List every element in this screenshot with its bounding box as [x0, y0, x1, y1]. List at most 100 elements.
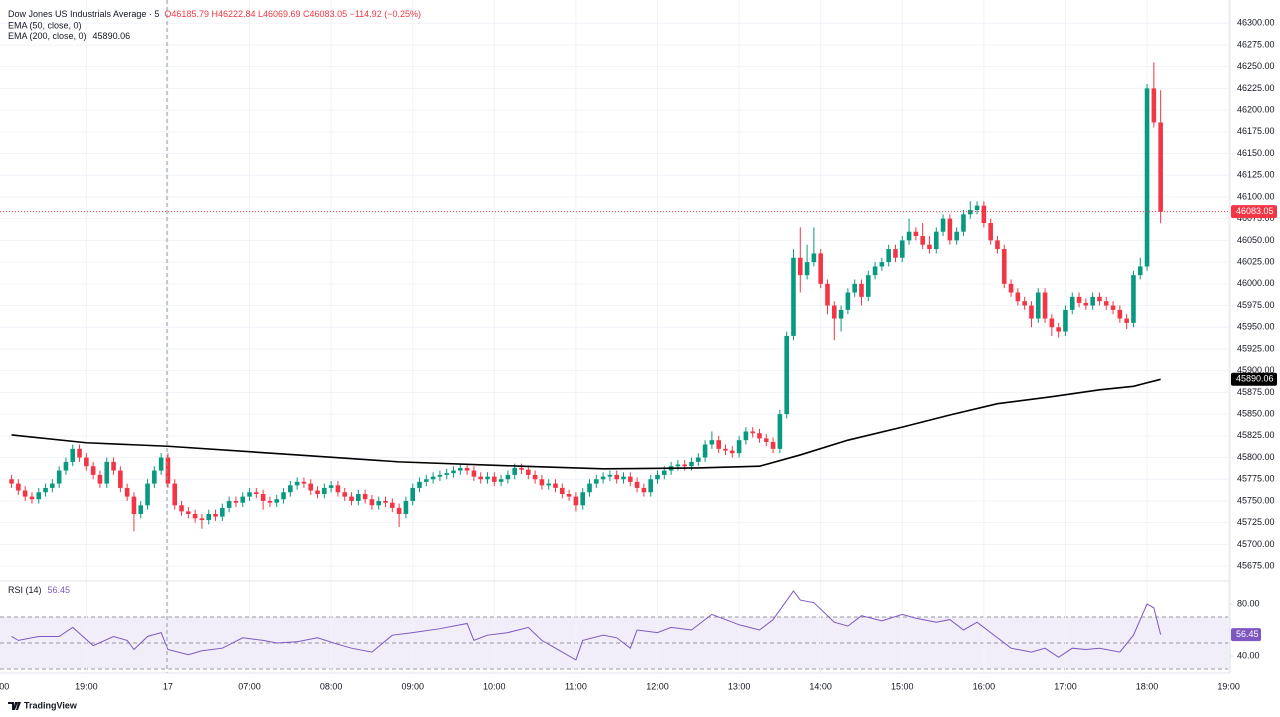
candle-body [77, 448, 82, 458]
candle-body [1042, 292, 1048, 319]
candle-body [369, 499, 375, 506]
y-tick-label: 46000.00 [1237, 278, 1275, 288]
candle-body [1137, 266, 1143, 276]
candle-body [104, 461, 110, 484]
value-tag-label: 56.45 [1236, 629, 1259, 639]
candle-body [437, 474, 443, 477]
y-tick-label: 45950.00 [1237, 322, 1275, 332]
candle-body [342, 492, 348, 497]
candle-body [301, 481, 307, 484]
y-tick-label: 45800.00 [1237, 452, 1275, 462]
candle-body [682, 464, 687, 467]
candle-body [192, 513, 198, 519]
candle-body [505, 474, 511, 480]
candle-body [158, 457, 164, 471]
legend-entry: EMA (50, close, 0) [8, 20, 82, 30]
candle-body [118, 470, 123, 488]
candle-body [1069, 296, 1075, 310]
candle-body [213, 513, 218, 517]
ohlc-label: O46185.79 H46222.84 L46069.69 C46083.05 … [164, 9, 421, 19]
candle-body [627, 476, 633, 482]
rsi-value: 56.45 [48, 585, 71, 595]
candle-body [757, 433, 762, 439]
candle-body [1083, 302, 1089, 306]
candle-body [356, 494, 361, 501]
candle-body [634, 481, 640, 488]
chart-title: Dow Jones US Industrials Average · 5 [8, 9, 159, 19]
y-tick-label: 45875.00 [1237, 387, 1275, 397]
candle-body [390, 502, 395, 508]
candle-body [573, 496, 579, 506]
y-tick-label: 46150.00 [1237, 148, 1275, 158]
candle-body [933, 231, 939, 250]
candle-body [940, 218, 946, 232]
candle-body [763, 438, 769, 442]
candle-body [1103, 301, 1109, 306]
y-tick-label: 46250.00 [1237, 61, 1275, 71]
legend-row: EMA (200, close, 0) 45890.06 [8, 31, 130, 41]
x-tick-label: 16:00 [973, 681, 996, 691]
candle-body [709, 440, 715, 445]
candle-body [63, 461, 69, 471]
candle-body [1090, 296, 1095, 306]
candle-body [240, 496, 246, 503]
y-tick-label: 45925.00 [1237, 343, 1275, 353]
candle-body [22, 490, 28, 497]
candle-body [777, 414, 783, 449]
candle-body [464, 467, 470, 471]
candle-body [587, 483, 592, 493]
candle-body [859, 283, 864, 297]
candle-body [267, 500, 273, 503]
candle-body [1076, 296, 1082, 303]
candle-body [220, 507, 225, 517]
candle-body [1063, 309, 1068, 332]
legend-value: 45890.06 [93, 31, 131, 41]
y-tick-label: 46200.00 [1237, 104, 1275, 114]
candle-body [825, 283, 830, 306]
candle-body [458, 467, 463, 471]
candle-body [111, 461, 116, 471]
candle-body [954, 231, 959, 241]
candle-body [1131, 275, 1136, 323]
candle-body [791, 257, 796, 336]
candle-body [260, 494, 266, 501]
rsi-legend: RSI (14) 56.45 [8, 585, 70, 595]
candle-body [1001, 249, 1007, 284]
candle-body [1049, 318, 1055, 328]
candle-body [906, 231, 912, 241]
candle-body [274, 499, 280, 503]
candle-body [1144, 88, 1150, 267]
candle-body [90, 466, 96, 475]
y-tick-label: 80.00 [1237, 598, 1260, 608]
candle-body [138, 505, 144, 514]
candle-body [655, 474, 660, 480]
candle-body [614, 474, 619, 480]
price-tag [1231, 372, 1277, 386]
candle-body [56, 470, 62, 484]
candle-body [831, 305, 837, 319]
candle-body [471, 470, 477, 477]
candle-body [838, 309, 844, 319]
candle-body [879, 262, 885, 267]
candle-body [199, 518, 205, 521]
x-tick-label: 12:00 [646, 681, 669, 691]
candle-body [886, 249, 891, 263]
candle-body [131, 496, 137, 514]
candle-body [702, 444, 708, 458]
candle-body [1124, 318, 1129, 323]
x-tick-label: 15:00 [891, 681, 914, 691]
candle-body [872, 266, 878, 276]
candle-body [485, 476, 490, 480]
candle-body [566, 494, 572, 497]
x-tick-label: 19:00 [75, 681, 98, 691]
candle-body [784, 335, 789, 415]
candle-body [322, 487, 327, 495]
value-tag [1231, 628, 1261, 642]
candle-body [695, 457, 701, 462]
candle-body [770, 441, 776, 449]
candle-body [594, 479, 599, 484]
candle-body [661, 470, 667, 475]
candle-body [396, 507, 402, 514]
x-tick-label: 11:00 [565, 681, 587, 691]
candle-body [519, 467, 524, 470]
